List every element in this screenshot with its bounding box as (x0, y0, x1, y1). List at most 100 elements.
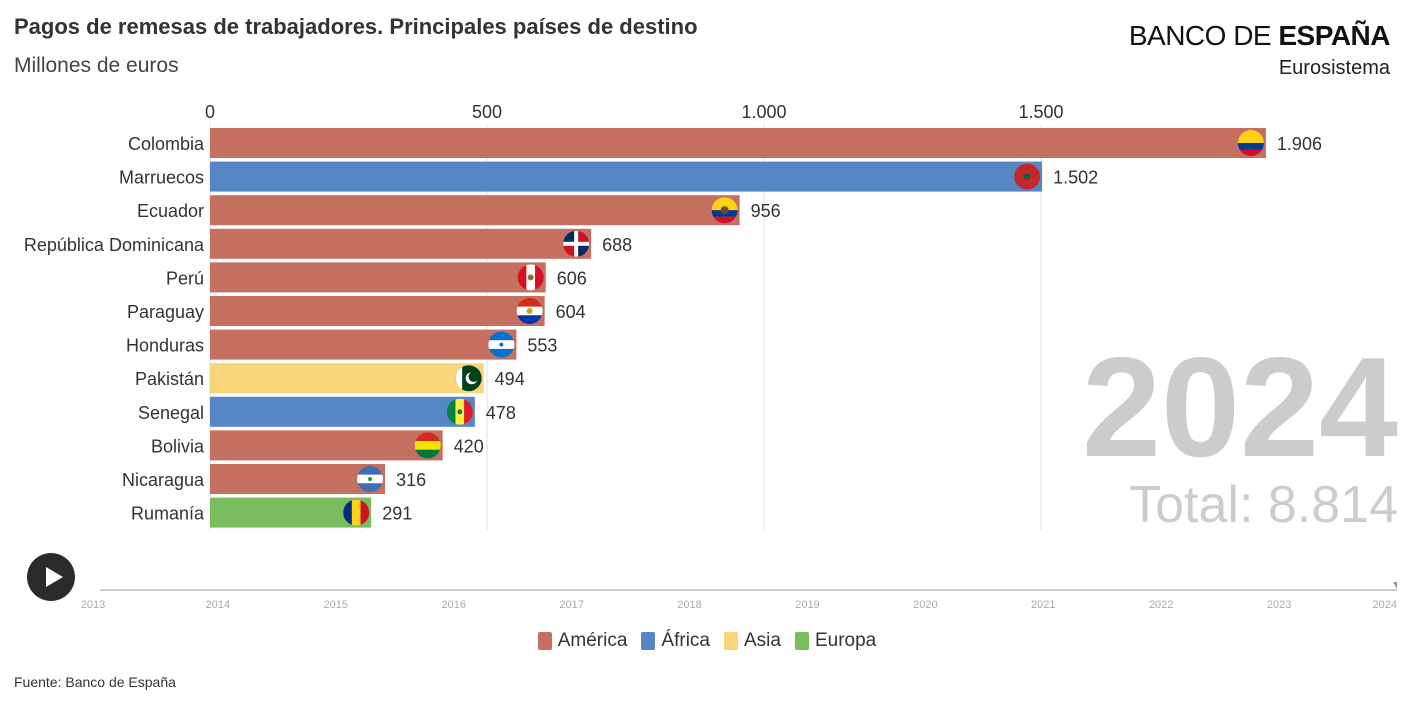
timeline-year-label[interactable]: 2018 (677, 599, 701, 611)
bar[interactable] (210, 128, 1266, 158)
value-label: 420 (454, 436, 484, 456)
chart-subtitle: Millones de euros (14, 54, 179, 77)
ecuador-flag (711, 197, 738, 224)
legend-swatch-europa (794, 632, 809, 650)
chart-title: Pagos de remesas de trabajadores. Princi… (14, 14, 698, 39)
bar-row: Perú 606 (166, 262, 587, 293)
legend-label-asia: Asia (744, 630, 781, 651)
dominican-republic-flag (563, 230, 590, 257)
brand-subtitle: Eurosistema (1278, 57, 1390, 79)
source-note: Fuente: Banco de España (14, 674, 176, 690)
value-label: 604 (556, 302, 586, 322)
timeline-year-label[interactable]: 2013 (81, 599, 105, 611)
timeline-year-label[interactable]: 2017 (559, 599, 583, 611)
value-label: 494 (495, 369, 525, 389)
category-label: Marruecos (119, 168, 204, 188)
timeline-year-label[interactable]: 2016 (441, 599, 465, 611)
bar-row: Pakistán 494 (135, 363, 525, 394)
legend-item-america[interactable]: América (537, 630, 628, 652)
bolivia-flag (414, 432, 441, 459)
category-label: Nicaragua (122, 470, 205, 490)
timeline-handle[interactable] (1393, 582, 1397, 589)
timeline-year-label[interactable]: 2014 (206, 599, 230, 611)
bar[interactable] (210, 228, 592, 259)
bar[interactable] (210, 296, 545, 326)
value-label: 1.502 (1053, 168, 1098, 188)
bar-row: Marruecos 1.502 (119, 161, 1098, 192)
value-label: 606 (557, 268, 587, 288)
bar[interactable] (210, 363, 484, 394)
bar[interactable] (210, 262, 546, 293)
x-tick-label: 1.000 (741, 102, 786, 122)
bar-row: Nicaragua 316 (122, 464, 426, 494)
x-tick-label: 500 (472, 102, 502, 122)
category-label: Perú (166, 268, 204, 288)
nicaragua-flag (357, 466, 384, 492)
legend-label-america: América (557, 630, 628, 651)
legend-label-africa: África (661, 630, 710, 651)
value-label: 553 (527, 336, 557, 356)
brand-bold-text: ESPAÑA (1278, 20, 1390, 51)
legend-item-asia[interactable]: Asia (724, 630, 781, 652)
bar[interactable] (210, 195, 740, 226)
value-label: 1.906 (1277, 134, 1322, 154)
bar[interactable] (210, 464, 386, 494)
legend-item-europa[interactable]: Europa (794, 630, 877, 652)
bar-row: Rumanía 291 (131, 497, 412, 528)
category-label: Paraguay (127, 302, 204, 322)
timeline-year-label[interactable]: 2015 (324, 599, 348, 611)
pakistan-flag (455, 365, 482, 392)
play-button[interactable] (27, 553, 75, 601)
bar-row: República Dominicana 688 (24, 228, 632, 259)
year-overlay: 2024 (1082, 328, 1398, 487)
bar[interactable] (210, 161, 1043, 192)
bar-row: Ecuador 956 (137, 195, 781, 226)
timeline-year-label[interactable]: 2024 (1373, 599, 1397, 611)
timeline-year-label[interactable]: 2020 (913, 599, 937, 611)
total-overlay: Total: 8.814 (1129, 476, 1398, 534)
paraguay-flag (516, 298, 543, 324)
category-label: Bolivia (151, 436, 205, 456)
legend-swatch-africa (641, 632, 656, 650)
category-label: Senegal (138, 403, 204, 423)
brand-light-text: BANCO DE (1128, 20, 1279, 51)
x-tick-label: 1.500 (1018, 102, 1063, 122)
value-label: 291 (382, 504, 412, 524)
romania-flag (343, 499, 370, 526)
banco-de-espana-logo: BANCO DE ESPAÑA (1128, 20, 1391, 52)
legend: América África Asia Europa (0, 630, 1414, 652)
x-tick-label: 0 (205, 102, 215, 122)
bar-row: Honduras 553 (126, 329, 557, 360)
legend-item-africa[interactable]: África (641, 630, 710, 652)
category-label: República Dominicana (24, 235, 205, 255)
legend-swatch-asia (724, 632, 738, 650)
legend-swatch-america (537, 632, 552, 650)
timeline-year-label[interactable]: 2022 (1149, 599, 1173, 611)
value-label: 688 (602, 235, 632, 255)
timeline-year-label[interactable]: 2019 (795, 599, 819, 611)
value-label: 956 (751, 201, 781, 221)
bar[interactable] (210, 329, 517, 360)
category-label: Honduras (126, 336, 204, 356)
category-label: Colombia (128, 134, 205, 154)
category-label: Ecuador (137, 201, 204, 221)
bar-row: Bolivia 420 (151, 430, 484, 461)
honduras-flag (488, 331, 515, 358)
category-label: Rumanía (131, 504, 205, 524)
bar-row: Colombia 1.906 (128, 128, 1322, 158)
value-label: 478 (486, 403, 516, 423)
colombia-flag (1237, 130, 1264, 156)
senegal-flag (446, 398, 473, 425)
morocco-flag (1014, 163, 1041, 190)
bar-row: Paraguay 604 (127, 296, 586, 326)
timeline-year-label[interactable]: 2023 (1267, 599, 1291, 611)
category-label: Pakistán (135, 369, 204, 389)
bar[interactable] (210, 396, 475, 427)
legend-label-europa: Europa (814, 630, 877, 651)
bar-row: Senegal 478 (138, 396, 516, 427)
value-label: 316 (396, 470, 426, 490)
bar[interactable] (210, 430, 443, 461)
timeline-year-label[interactable]: 2021 (1031, 599, 1055, 611)
peru-flag (517, 264, 544, 291)
